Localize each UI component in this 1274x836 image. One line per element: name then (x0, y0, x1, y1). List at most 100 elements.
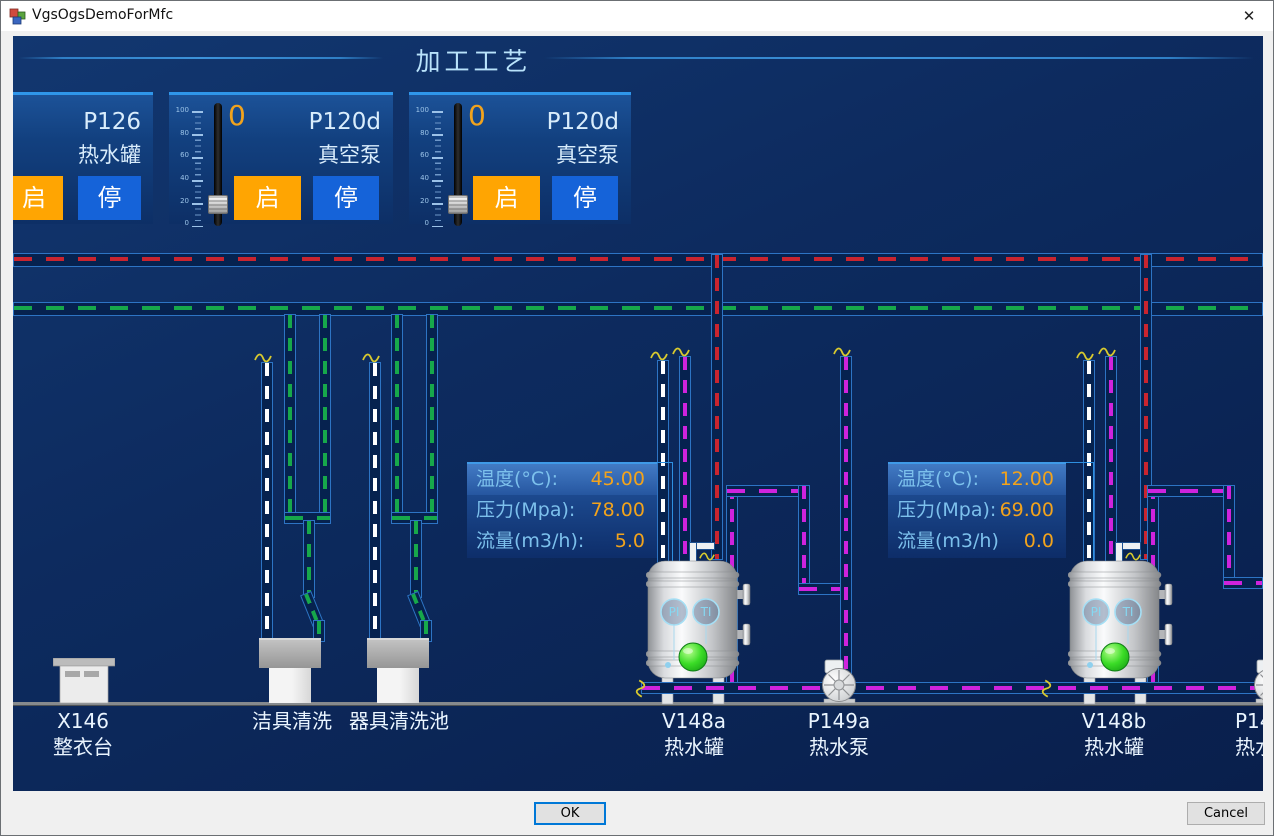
ok-button[interactable]: OK (534, 802, 606, 825)
tank-nozzle (734, 630, 745, 639)
gauge-label: 温度(°C): (897, 468, 979, 490)
hot-water-pipe (679, 356, 691, 566)
dressing-table-x146 (52, 657, 116, 708)
gauge-callout-line (1093, 462, 1094, 638)
pipe-break-icon (650, 347, 668, 366)
control-panel-p120d-2: 100 80 60 40 20 0 0 P120d 真空泵 启 停 (409, 92, 631, 227)
gauge-row: 流量(m3/h): 5.0 (467, 526, 657, 557)
slider-major-ticks (432, 111, 443, 227)
gauge-value: 0.0 (1023, 530, 1054, 552)
gauge-panel-v148b: 温度(°C): 12.00 压力(Mpa): 69.00 流量(m3/h) 0.… (888, 462, 1066, 558)
water-pipe (426, 314, 438, 520)
device-type: 真空泵 (318, 143, 381, 167)
gauge-value: 69.00 (999, 499, 1054, 521)
water-pipe (391, 314, 403, 520)
gauge-value: 5.0 (614, 530, 645, 552)
device-code: P126 (83, 109, 141, 135)
pi-indicator-icon (1082, 598, 1110, 626)
device-name: P120d 真空泵 (309, 105, 381, 172)
slider-scale-label: 100 (175, 106, 189, 114)
hot-water-header-pipe (641, 682, 1263, 694)
pipe-break-icon (1125, 547, 1141, 566)
slider-thumb[interactable] (448, 195, 468, 214)
svg-text:PI: PI (669, 605, 680, 619)
app-icon (9, 8, 26, 29)
equipment-label-v148b: V148b 热水罐 (1081, 709, 1147, 759)
tank-nozzle (1156, 630, 1167, 639)
steam-manifold-pipe (13, 253, 1263, 267)
pipe-break-icon (1076, 347, 1094, 366)
gauge-row: 压力(Mpa): 78.00 (467, 495, 657, 526)
level-dot (665, 662, 671, 668)
wash-basin-2-stand (377, 668, 419, 703)
gauge-callout-line (657, 462, 673, 463)
speed-slider: 100 80 60 40 20 0 0 (169, 95, 264, 227)
gauge-label: 温度(°C): (476, 468, 558, 490)
cancel-button[interactable]: Cancel (1187, 802, 1265, 825)
water-manifold-pipe (13, 302, 1263, 316)
pipe-break-icon (1098, 343, 1116, 362)
gauge-callout-line (1066, 462, 1094, 463)
run-lamp (678, 642, 708, 672)
clean-water-pipe (1083, 360, 1095, 566)
start-button[interactable]: 启 (13, 176, 63, 220)
speed-slider: 100 80 60 40 20 0 0 (409, 95, 504, 227)
gauge-label: 流量(m3/h): (476, 530, 585, 552)
tank-nozzle (1156, 590, 1167, 599)
hot-water-pipe (1105, 356, 1117, 566)
gauge-panel-v148a: 温度(°C): 45.00 压力(Mpa): 78.00 流量(m3/h): 5… (467, 462, 657, 558)
stop-button[interactable]: 停 (78, 176, 141, 220)
header-line-left (19, 57, 383, 59)
gauge-row: 温度(°C): 45.00 (467, 464, 657, 495)
gauge-label: 压力(Mpa): (897, 499, 997, 521)
slider-thumb[interactable] (208, 195, 228, 214)
slider-track[interactable] (214, 103, 222, 226)
slider-value: 0 (468, 99, 486, 132)
pipe-break-icon (254, 349, 272, 368)
pipe-break-icon (630, 679, 650, 699)
device-type: 真空泵 (556, 143, 619, 167)
pi-indicator-icon (660, 598, 688, 626)
ti-indicator-icon (1114, 598, 1142, 626)
device-type: 热水罐 (78, 143, 141, 167)
close-icon[interactable]: ✕ (1242, 7, 1256, 25)
pipe-break-icon (699, 547, 715, 566)
slider-scale-label: 0 (184, 219, 189, 227)
equipment-label-x146: X146 整衣台 (53, 709, 113, 759)
slider-scale-label: 80 (180, 129, 189, 137)
slider-scale-label: 20 (180, 197, 189, 205)
slider-scale-label: 40 (420, 174, 429, 182)
device-code: P120d (546, 109, 619, 135)
equipment-label-wash2: 器具清洗池 (349, 709, 449, 733)
slider-track[interactable] (454, 103, 462, 226)
svg-text:PI: PI (1091, 605, 1102, 619)
slider-value: 0 (228, 99, 246, 132)
slider-scale-label: 60 (180, 151, 189, 159)
hot-water-pipe (1223, 577, 1263, 589)
steam-pipe (1140, 254, 1152, 560)
gauge-value: 45.00 (590, 468, 645, 490)
pipe-break-icon (672, 343, 690, 362)
slider-scale-label: 40 (180, 174, 189, 182)
start-button[interactable]: 启 (234, 176, 301, 220)
gauge-label: 压力(Mpa): (476, 499, 576, 521)
water-pipe (410, 520, 422, 598)
window-title: VgsOgsDemoForMfc (32, 7, 174, 23)
gauge-value: 78.00 (590, 499, 645, 521)
hot-water-pipe (840, 356, 852, 694)
gauge-callout-line (672, 462, 673, 638)
gauge-row: 温度(°C): 12.00 (888, 464, 1066, 495)
svg-text:TI: TI (700, 605, 712, 619)
pipe-break-icon (833, 343, 851, 362)
equipment-label-p149b: P14 热水 (1235, 709, 1263, 759)
slider-scale-label: 20 (420, 197, 429, 205)
start-button[interactable]: 启 (473, 176, 540, 220)
slider-scale-label: 100 (415, 106, 429, 114)
clean-water-pipe (261, 362, 273, 640)
level-dot (1087, 662, 1093, 668)
floor-line (13, 702, 1263, 706)
stop-button[interactable]: 停 (313, 176, 379, 220)
stop-button[interactable]: 停 (552, 176, 618, 220)
wash-basin-1 (259, 638, 321, 668)
